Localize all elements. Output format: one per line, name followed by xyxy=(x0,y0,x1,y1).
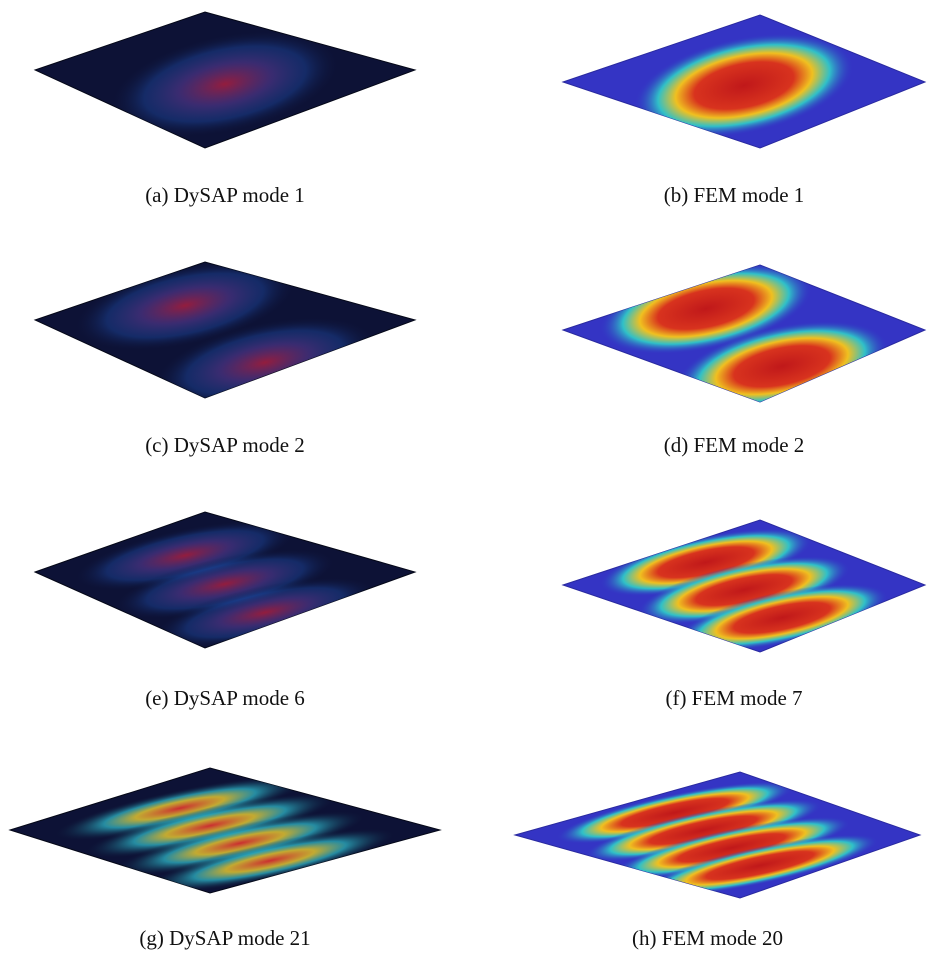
caption: (g) DySAP mode 21 xyxy=(139,926,310,950)
panel xyxy=(35,243,415,426)
panel xyxy=(563,247,925,429)
panel xyxy=(35,12,415,157)
mode-pattern xyxy=(50,763,400,905)
caption: (f) FEM mode 7 xyxy=(665,686,802,710)
mode-pattern xyxy=(591,247,896,429)
panel xyxy=(563,15,925,156)
mode-pattern xyxy=(65,243,384,426)
panel xyxy=(563,514,925,665)
mode-pattern xyxy=(594,514,893,665)
caption: (c) DySAP mode 2 xyxy=(145,433,305,457)
figure: (a) DySAP mode 1 (b) FEM mode 1 (c) DySAP … xyxy=(0,0,930,969)
panel xyxy=(10,763,440,905)
mode-pattern xyxy=(68,506,382,663)
caption: (b) FEM mode 1 xyxy=(664,183,805,207)
caption: (e) DySAP mode 6 xyxy=(145,686,305,710)
mode-pattern xyxy=(552,769,882,909)
panel xyxy=(35,506,415,663)
caption: (h) FEM mode 20 xyxy=(632,926,783,950)
caption: (d) FEM mode 2 xyxy=(664,433,805,457)
panel xyxy=(515,769,920,909)
caption: (a) DySAP mode 1 xyxy=(145,183,305,207)
